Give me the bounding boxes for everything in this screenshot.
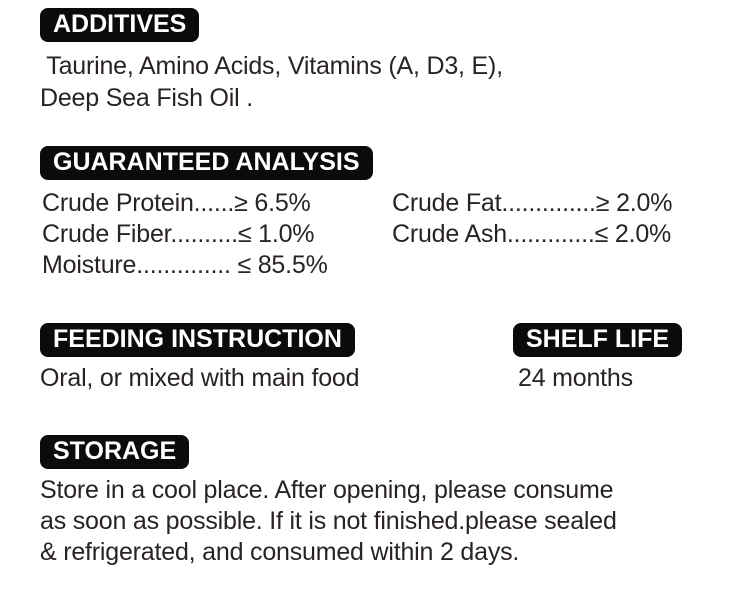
additives-text: Taurine, Amino Acids, Vitamins (A, D3, E… xyxy=(40,50,720,114)
analysis-table: Crude Protein......≥ 6.5% Crude Fiber...… xyxy=(42,188,720,281)
analysis-row-moisture: Moisture.............. ≤ 85.5% xyxy=(42,251,328,279)
analysis-left-column: Crude Protein......≥ 6.5% Crude Fiber...… xyxy=(42,188,392,281)
additives-line-1: Taurine, Amino Acids, Vitamins (A, D3, E… xyxy=(40,52,503,80)
additives-title-badge: ADDITIVES xyxy=(40,8,200,42)
feeding-shelf-badges-row: FEEDING INSTRUCTION SHELF LIFE xyxy=(40,323,720,357)
shelf-life-text: 24 months xyxy=(518,364,633,392)
storage-text: Store in a cool place. After opening, pl… xyxy=(40,475,720,568)
analysis-row-crude-ash: Crude Ash.............≤ 2.0% xyxy=(392,220,672,248)
storage-section: STORAGE Store in a cool place. After ope… xyxy=(40,435,720,568)
feeding-shelf-text-row: Oral, or mixed with main food 24 months xyxy=(40,363,720,394)
feeding-shelf-section: FEEDING INSTRUCTION SHELF LIFE Oral, or … xyxy=(40,323,720,394)
analysis-right-column: Crude Fat..............≥ 2.0% Crude Ash.… xyxy=(392,188,720,281)
storage-line-3: & refrigerated, and consumed within 2 da… xyxy=(40,538,520,566)
analysis-row-crude-protein: Crude Protein......≥ 6.5% xyxy=(42,189,311,217)
feeding-instruction-title-badge: FEEDING INSTRUCTION xyxy=(40,323,355,357)
feeding-instruction-text: Oral, or mixed with main food xyxy=(40,364,360,392)
shelf-life-title-badge: SHELF LIFE xyxy=(513,323,683,357)
storage-line-1: Store in a cool place. After opening, pl… xyxy=(40,476,614,504)
guaranteed-analysis-section: GUARANTEED ANALYSIS Crude Protein......≥… xyxy=(40,146,720,281)
storage-title-badge: STORAGE xyxy=(40,435,190,469)
additives-section: ADDITIVES Taurine, Amino Acids, Vitamins… xyxy=(40,8,720,114)
guaranteed-analysis-title-badge: GUARANTEED ANALYSIS xyxy=(40,146,373,180)
additives-line-2: Deep Sea Fish Oil . xyxy=(40,84,253,112)
storage-line-2: as soon as possible. If it is not finish… xyxy=(40,507,617,535)
analysis-row-crude-fiber: Crude Fiber..........≤ 1.0% xyxy=(42,220,315,248)
analysis-row-crude-fat: Crude Fat..............≥ 2.0% xyxy=(392,189,673,217)
